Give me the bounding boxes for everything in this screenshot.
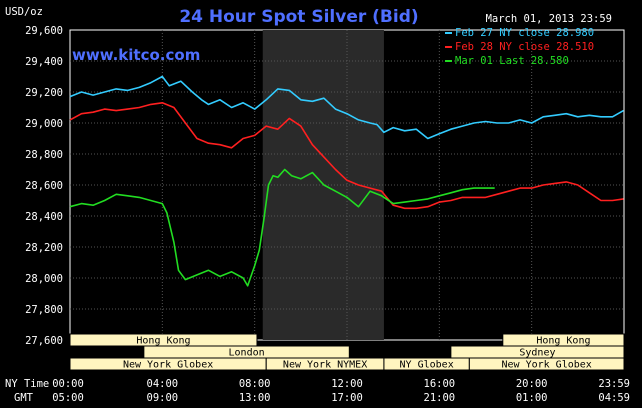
y-tick-label: 28,400 xyxy=(25,211,63,223)
session-label: Hong Kong xyxy=(136,336,190,347)
session-label: Hong Kong xyxy=(536,336,590,347)
legend-entry: Mar 01 Last 28.580 xyxy=(455,55,569,67)
x-tick-label-ny: 12:00 xyxy=(331,378,363,390)
y-tick-label: 29,600 xyxy=(25,25,63,37)
x-tick-label-gmt: 09:00 xyxy=(147,392,179,404)
y-axis-ticks: 29,600 29,400 29,200 29,000 28,800 28,600 28,4… xyxy=(25,25,63,347)
y-tick-label: 28,000 xyxy=(25,273,63,285)
x-tick-label-ny: 08:00 xyxy=(239,378,271,390)
x-tick-label-gmt: 04:59 xyxy=(598,392,630,404)
session-label: Sydney xyxy=(519,348,555,359)
y-tick-label: 28,600 xyxy=(25,180,63,192)
x-tick-label-gmt: 05:00 xyxy=(52,392,84,404)
y-tick-label: 28,200 xyxy=(25,242,63,254)
series-lines xyxy=(69,75,624,287)
session-bar xyxy=(468,357,625,371)
y-tick-label: 28,800 xyxy=(25,149,63,161)
legend-entry: Feb 28 NY close 28.510 xyxy=(455,41,594,53)
series-line-2 xyxy=(69,168,495,287)
ny-time-label: NY Time xyxy=(5,378,49,390)
x-tick-label-ny: 04:00 xyxy=(147,378,179,390)
x-tick-label-ny: 00:00 xyxy=(52,378,84,390)
date-label: March 01, 2013 23:59 xyxy=(486,13,612,25)
legend-entry: Feb 27 NY close 28.980 xyxy=(455,27,594,39)
session-label: London xyxy=(229,348,265,359)
x-tick-label-ny: 16:00 xyxy=(424,378,456,390)
y-tick-label: 29,000 xyxy=(25,118,63,130)
x-axis-ticks: 00:00 05:00 04:00 09:00 08:00 13:00 12:00 17:00… xyxy=(52,378,630,404)
x-tick-label-ny: 20:00 xyxy=(516,378,548,390)
grid xyxy=(70,30,624,340)
chart-title: 24 Hour Spot Silver (Bid) xyxy=(179,7,418,27)
session-label: New York Globex xyxy=(502,360,592,371)
y-tick-label: 29,200 xyxy=(25,87,63,99)
unit-label: USD/oz xyxy=(5,6,43,18)
series-line-0 xyxy=(69,75,624,140)
x-tick-label-gmt: 21:00 xyxy=(424,392,456,404)
y-tick-label: 27,600 xyxy=(25,335,63,347)
gmt-label: GMT xyxy=(14,392,34,404)
x-tick-label-gmt: 01:00 xyxy=(516,392,548,404)
session-label: New York NYMEX xyxy=(283,360,367,371)
session-label: New York Globex xyxy=(123,360,213,371)
series-line-1 xyxy=(69,102,624,210)
y-tick-label: 29,400 xyxy=(25,56,63,68)
y-tick-label: 27,800 xyxy=(25,304,63,316)
brand-watermark: www.kitco.com xyxy=(72,46,200,64)
x-tick-label-ny: 23:59 xyxy=(598,378,630,390)
x-tick-label-gmt: 17:00 xyxy=(331,392,363,404)
session-label: NY Globex xyxy=(400,360,454,371)
legend: Feb 27 NY close 28.980 Feb 28 NY close 28… xyxy=(445,27,594,67)
x-tick-label-gmt: 13:00 xyxy=(239,392,271,404)
